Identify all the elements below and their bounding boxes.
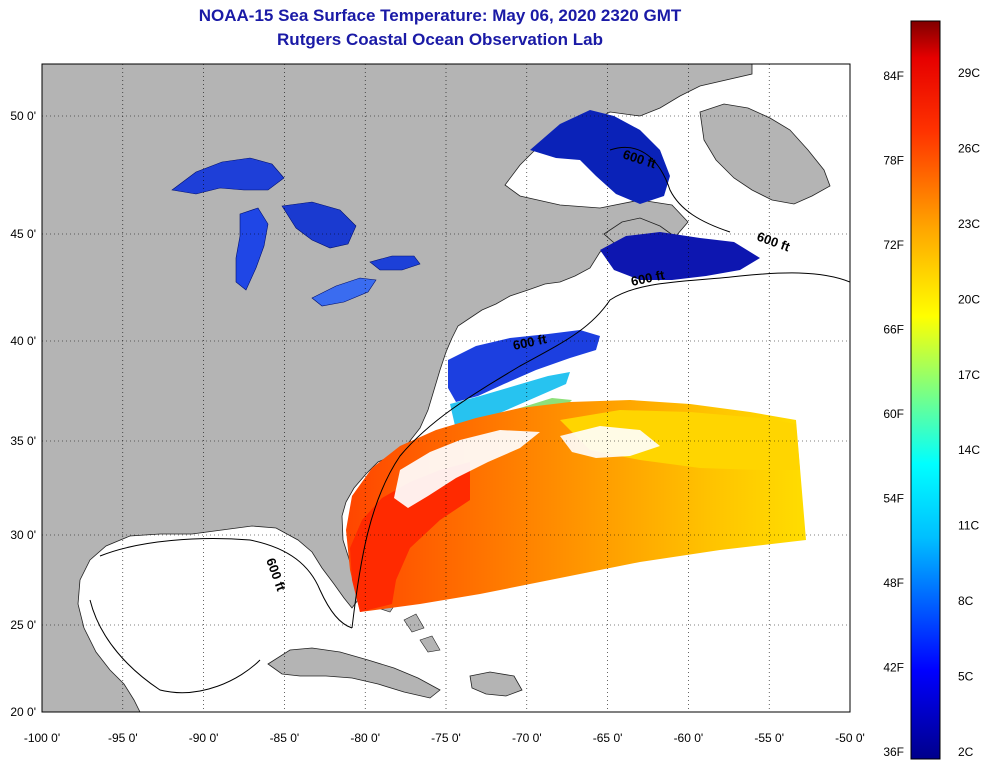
newfoundland-land	[699, 103, 831, 205]
longitude-labels: -100 0' -95 0' -90 0' -85 0' -80 0' -75 0' -70…	[24, 731, 865, 745]
latitude-tick-label: 50 0'	[10, 109, 36, 123]
graticule	[42, 64, 850, 712]
colorbar-c-label: 5C	[958, 670, 974, 684]
colorbar-c-label: 14C	[958, 443, 980, 457]
north-america-land	[42, 64, 753, 712]
lake-ontario	[369, 255, 421, 271]
colorbar-f-label: 60F	[883, 407, 904, 421]
longitude-tick-label: -100 0'	[24, 731, 60, 745]
contour-label: 600 ft	[630, 267, 667, 289]
colorbar-f-label: 78F	[883, 154, 904, 168]
longitude-tick-label: -85 0'	[270, 731, 300, 745]
colorbar-f-label: 84F	[883, 69, 904, 83]
st-lawrence-cold-water	[530, 110, 670, 204]
latitude-tick-label: 45 0'	[10, 227, 36, 241]
colorbar-f-label: 48F	[883, 576, 904, 590]
latitude-tick-label: 20 0'	[10, 705, 36, 719]
longitude-tick-label: -65 0'	[593, 731, 623, 745]
colorbar-c-label: 26C	[958, 141, 980, 155]
temperature-colorbar	[910, 20, 941, 760]
map-title: NOAA-15 Sea Surface Temperature: May 06,…	[198, 6, 682, 25]
lake-michigan	[235, 207, 269, 291]
map-frame	[41, 63, 851, 713]
lake-erie	[311, 277, 377, 307]
longitude-tick-label: -55 0'	[754, 731, 784, 745]
colorbar-fahrenheit-labels: 84F 78F 72F 66F 60F 54F 48F 42F 36F	[883, 69, 904, 759]
lake-superior	[171, 157, 285, 195]
colorbar-f-label: 66F	[883, 323, 904, 337]
latitude-tick-label: 40 0'	[10, 334, 36, 348]
longitude-tick-label: -80 0'	[350, 731, 380, 745]
scotian-shelf-cold-water	[600, 232, 760, 280]
longitude-tick-label: -70 0'	[512, 731, 542, 745]
transition-water	[450, 372, 570, 430]
longitude-tick-label: -90 0'	[189, 731, 219, 745]
colorbar-c-label: 17C	[958, 368, 980, 382]
latitude-tick-label: 30 0'	[10, 528, 36, 542]
cuba-land	[267, 647, 441, 699]
cloud-cover-2	[560, 426, 660, 458]
colorbar-f-label: 42F	[883, 661, 904, 675]
latitude-tick-label: 25 0'	[10, 618, 36, 632]
colorbar-f-label: 54F	[883, 492, 904, 506]
isobath-600ft	[89, 146, 850, 694]
colorbar-c-label: 11C	[958, 519, 979, 533]
colorbar-c-label: 23C	[958, 217, 980, 231]
mid-atlantic-cold-water	[448, 330, 600, 402]
map-subtitle: Rutgers Coastal Ocean Observation Lab	[277, 30, 603, 49]
colorbar-c-label: 29C	[958, 66, 980, 80]
colorbar-f-label: 36F	[883, 745, 904, 759]
gulf-stream-core	[350, 462, 470, 612]
cloud-cover	[394, 430, 540, 508]
longitude-tick-label: -95 0'	[108, 731, 138, 745]
longitude-tick-label: -60 0'	[674, 731, 704, 745]
colorbar-c-label: 2C	[958, 745, 974, 759]
colorbar-c-label: 20C	[958, 292, 980, 306]
longitude-tick-label: -75 0'	[431, 731, 461, 745]
latitude-labels: 20 0' 25 0' 30 0' 35 0' 40 0' 45 0' 50 0'	[10, 109, 36, 719]
longitude-tick-label: -50 0'	[835, 731, 865, 745]
hispaniola-land	[469, 671, 523, 697]
colorbar-f-label: 72F	[883, 238, 904, 252]
latitude-tick-label: 35 0'	[10, 434, 36, 448]
colorbar-celsius-labels: 29C 26C 23C 20C 17C 14C 11C 8C 5C 2C	[958, 66, 980, 759]
lake-huron	[281, 201, 357, 249]
colorbar-c-label: 8C	[958, 594, 974, 608]
contour-label: 600 ft	[512, 331, 549, 353]
